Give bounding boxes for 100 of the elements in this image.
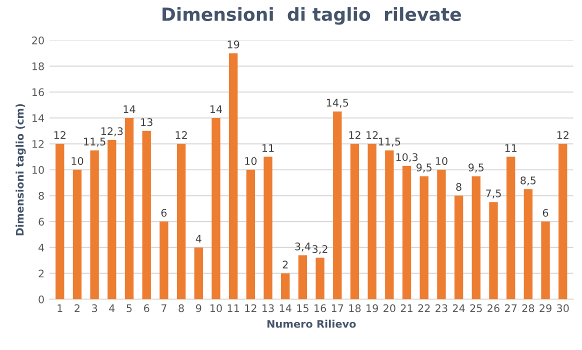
- bar: [298, 255, 308, 300]
- bar: [524, 189, 533, 300]
- x-tick-label: 5: [126, 304, 132, 312]
- data-label: 4: [196, 234, 202, 243]
- y-tick-label: 10: [32, 166, 44, 174]
- x-tick-label: 17: [332, 304, 344, 312]
- bar: [212, 118, 220, 300]
- data-label: 9,5: [468, 164, 484, 172]
- x-tick-label: 3: [92, 304, 98, 312]
- x-tick-label: 12: [245, 304, 256, 312]
- x-tick-label: 16: [314, 304, 326, 312]
- y-tick-label: 8: [38, 192, 44, 200]
- bar: [454, 196, 464, 300]
- bar: [420, 176, 428, 300]
- data-label: 12: [557, 131, 568, 139]
- bar: [160, 222, 168, 300]
- bar: [558, 144, 568, 300]
- x-tick-label: 20: [384, 304, 396, 312]
- bar: [385, 150, 394, 300]
- bar: [437, 170, 446, 300]
- data-label: 12: [349, 131, 360, 139]
- y-tick-label: 12: [32, 140, 44, 148]
- bar: [142, 130, 151, 300]
- bar: [108, 140, 116, 300]
- bar: [264, 156, 272, 300]
- bar: [402, 166, 412, 300]
- data-label: 12: [176, 131, 187, 139]
- x-tick-label: 4: [109, 304, 115, 312]
- bar: [368, 144, 376, 300]
- x-tick-label: 26: [488, 304, 500, 312]
- chart-title: Dimensioni di taglio rilevate: [162, 7, 461, 25]
- y-tick-label: 2: [38, 270, 44, 278]
- bar: [541, 222, 550, 300]
- bar: [281, 273, 290, 300]
- y-tick-label: 0: [38, 295, 44, 304]
- data-label: 19: [228, 40, 240, 48]
- x-tick-label: 21: [400, 304, 412, 312]
- bar: [194, 247, 203, 300]
- y-tick-label: 20: [32, 36, 44, 44]
- x-tick-label: 10: [210, 304, 222, 312]
- y-tick-label: 18: [32, 62, 44, 70]
- data-label: 13: [141, 118, 152, 126]
- data-label: 6: [542, 208, 548, 217]
- data-label: 10: [245, 157, 257, 165]
- x-tick-label: 19: [366, 304, 378, 312]
- data-label: 12: [366, 131, 378, 139]
- bar: [350, 144, 360, 300]
- data-label: 9,5: [416, 164, 432, 172]
- y-tick-label: 4: [38, 244, 44, 252]
- data-label: 7,5: [486, 190, 501, 198]
- data-label: 14,5: [326, 98, 348, 108]
- x-tick-label: 14: [280, 304, 292, 312]
- data-label: 6: [161, 208, 167, 217]
- x-tick-label: 27: [504, 304, 517, 312]
- x-tick-label: 15: [297, 304, 308, 312]
- bar: [333, 111, 342, 300]
- bar: [489, 202, 498, 300]
- y-tick-label: 14: [32, 114, 44, 122]
- y-axis-title: Dimensioni taglio (cm): [16, 104, 26, 236]
- y-tick-label: 16: [32, 88, 44, 96]
- x-tick-label: 25: [470, 304, 482, 312]
- x-tick-label: 11: [228, 304, 239, 312]
- data-label: 10,3: [396, 153, 418, 162]
- data-label: 3,4: [295, 242, 310, 252]
- x-tick-label: 8: [178, 304, 184, 312]
- data-label: 12: [54, 131, 66, 139]
- bar: [90, 150, 99, 300]
- x-tick-label: 2: [74, 304, 80, 312]
- x-tick-label: 13: [262, 304, 274, 312]
- data-label: 2: [282, 260, 288, 268]
- data-label: 11: [505, 144, 516, 152]
- bar: [506, 156, 516, 300]
- bar: [246, 170, 255, 300]
- bar: [228, 53, 238, 300]
- data-label: 11,5: [84, 138, 106, 147]
- x-tick-label: 28: [522, 304, 534, 312]
- x-tick-label: 24: [452, 304, 465, 312]
- y-tick-label: 6: [38, 218, 44, 226]
- data-label: 8,5: [520, 176, 536, 186]
- x-tick-label: 22: [418, 304, 430, 312]
- bar: [56, 144, 64, 300]
- data-label: 12,3: [101, 127, 123, 136]
- data-label: 3,2: [312, 245, 328, 254]
- data-label: 11: [262, 144, 274, 152]
- data-label: 10: [436, 157, 448, 165]
- x-tick-label: 23: [436, 304, 448, 312]
- bar: [72, 170, 82, 300]
- x-tick-label: 30: [557, 304, 569, 312]
- x-tick-label: 1: [58, 304, 62, 312]
- x-tick-label: 7: [161, 304, 166, 312]
- bar: [472, 176, 480, 300]
- data-label: 8: [456, 182, 462, 191]
- data-label: 11,5: [378, 138, 400, 147]
- data-label: 14: [210, 105, 222, 114]
- x-tick-label: 18: [349, 304, 361, 312]
- x-tick-label: 29: [540, 304, 552, 312]
- bar: [316, 258, 324, 300]
- data-label: 10: [72, 157, 84, 165]
- bar: [124, 118, 134, 300]
- data-label: 14: [124, 105, 136, 114]
